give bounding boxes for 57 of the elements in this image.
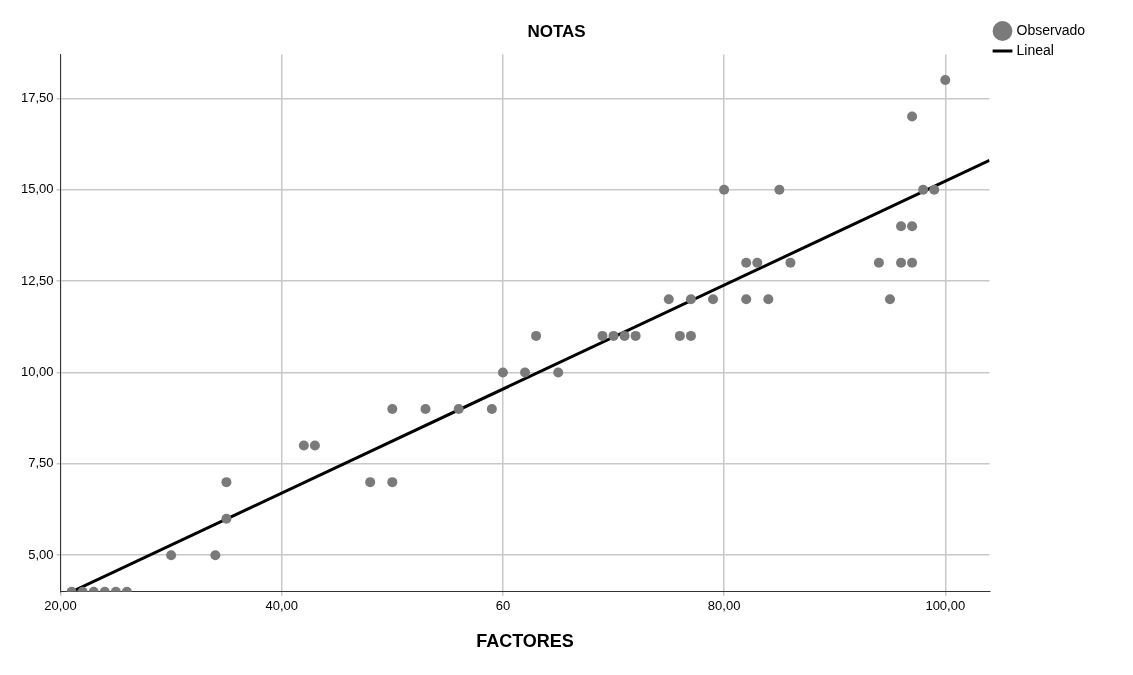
point [708,294,719,305]
point [166,550,177,561]
point [619,330,630,341]
point [896,221,907,232]
point [785,257,796,268]
point [553,367,564,378]
y-tick-label: 17,50 [20,89,54,105]
point [907,221,918,232]
point [597,330,608,341]
x-axis-title: FACTORES [476,631,574,652]
chart-title: NOTAS [527,21,586,41]
y-tick-label: 10,00 [20,364,54,380]
point [674,330,685,341]
legend-label: Observado [1016,21,1086,38]
y-tick-label: 7,50 [28,455,54,471]
point [221,513,232,524]
y-tick-label: 15,00 [20,181,54,197]
point [929,184,940,195]
point [298,440,309,451]
x-tick-label: 60 [495,598,511,614]
point [884,294,895,305]
point [387,404,398,415]
point [774,184,785,195]
point [210,550,221,561]
x-tick-label: 80,00 [707,598,741,614]
point [608,330,619,341]
point [685,294,696,305]
x-tick-label: 20,00 [44,598,77,614]
point [907,257,918,268]
point [685,330,696,341]
legend-label: Lineal [1016,41,1054,58]
point [741,257,752,268]
point [940,74,951,85]
point [520,367,531,378]
point [486,404,497,415]
point [907,111,918,122]
y-tick-label: 5,00 [28,546,54,562]
point [420,404,431,415]
point [531,330,542,341]
y-tick-label: 12,50 [20,272,54,288]
point [309,440,320,451]
point [387,477,398,488]
point [918,184,929,195]
x-tick-label: 40,00 [265,598,298,614]
point [663,294,674,305]
point [719,184,730,195]
point [630,330,641,341]
point [741,294,752,305]
point [497,367,508,378]
point [763,294,774,305]
point [221,477,232,488]
point [873,257,884,268]
x-tick-label: 100,00 [925,598,966,614]
point [453,404,464,415]
point [896,257,907,268]
point [752,257,763,268]
point [365,477,376,488]
